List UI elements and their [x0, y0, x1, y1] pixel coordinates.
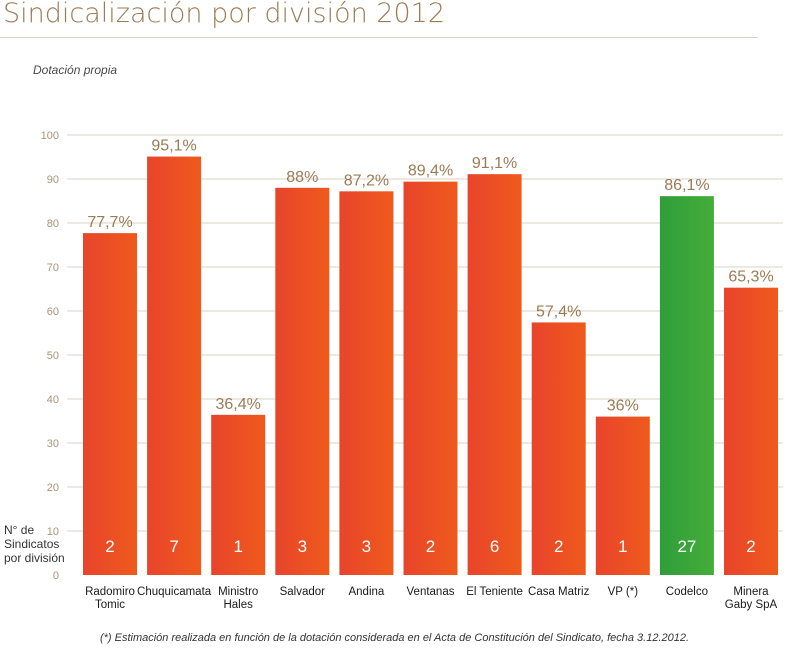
y-tick-label: 30 — [47, 438, 59, 450]
bar — [467, 174, 522, 575]
y-tick-label: 100 — [41, 130, 59, 142]
bar — [339, 191, 394, 575]
y-tick-label: 70 — [47, 262, 59, 274]
title-divider — [0, 37, 758, 38]
sindicatos-row-label: N° de Sindicatos por división — [4, 523, 65, 565]
value-label: 88% — [286, 169, 318, 186]
y-tick-label: 20 — [47, 482, 59, 494]
bar — [659, 196, 714, 575]
y-tick-label: 0 — [53, 570, 59, 582]
category-label: Casa Matriz — [528, 586, 590, 598]
category-label: Ministro — [218, 586, 258, 598]
category-label: Chuquicamata — [137, 586, 212, 598]
sindicatos-count: 7 — [169, 537, 178, 556]
y-tick-label: 80 — [47, 218, 59, 230]
category-label: El Teniente — [466, 586, 523, 598]
value-label: 77,7% — [87, 214, 132, 231]
sindicatos-count: 2 — [426, 537, 435, 556]
category-label: Salvador — [280, 586, 326, 598]
bar — [724, 287, 778, 575]
bar — [211, 414, 266, 575]
y-axis-label: Dotación propia — [33, 63, 118, 77]
bar — [595, 416, 650, 575]
count-label-line-3: por división — [4, 551, 65, 565]
category-label: Andina — [348, 586, 384, 598]
sindicatos-count: 6 — [490, 537, 499, 556]
y-tick-label: 50 — [47, 350, 59, 362]
category-label: Gaby SpA — [725, 599, 778, 611]
bar — [83, 233, 137, 575]
value-label: 91,1% — [472, 155, 517, 172]
bar — [147, 156, 202, 575]
y-axis-ticks: 0 10 20 30 40 50 60 70 80 90 100 — [41, 130, 59, 582]
sindicatos-count: 1 — [233, 537, 242, 556]
value-label: 36,4% — [216, 396, 261, 413]
value-label: 65,3% — [728, 269, 773, 286]
bars: 77,7% 2 95,1% 7 36,4% 1 88% 3 87,2% 3 89,4% 2 91,1% 6… — [83, 138, 778, 576]
value-label: 89,4% — [408, 163, 453, 180]
category-label: VP (*) — [608, 586, 639, 598]
bar — [531, 322, 586, 575]
sindicatos-count: 1 — [618, 537, 627, 556]
category-label: Hales — [223, 599, 253, 611]
value-label: 87,2% — [344, 172, 389, 189]
count-label-line-1: N° de — [4, 523, 34, 537]
sindicatos-count: 27 — [677, 537, 696, 556]
y-tick-label: 10 — [47, 526, 59, 538]
bar-chart: 0 10 20 30 40 50 60 70 80 90 100 77,7% 2 95,1% 7 36,4%… — [4, 130, 783, 611]
sindicatos-count: 2 — [554, 537, 563, 556]
footnote: (*) Estimación realizada en función de l… — [99, 632, 690, 644]
category-label: Minera — [733, 586, 769, 598]
category-label: Tomic — [95, 599, 125, 611]
value-label: 86,1% — [664, 177, 709, 194]
sindicatos-count: 3 — [298, 537, 307, 556]
category-label: Ventanas — [407, 586, 455, 598]
bar — [275, 187, 330, 576]
sindicatos-count: 3 — [362, 537, 371, 556]
y-tick-label: 40 — [47, 394, 59, 406]
sindicatos-count: 2 — [746, 537, 755, 556]
count-label-line-2: Sindicatos — [4, 537, 59, 551]
chart-title: Sindicalización por división 2012 — [3, 0, 446, 29]
bar — [403, 181, 458, 575]
category-label: Radomiro — [85, 586, 135, 598]
y-tick-label: 60 — [47, 306, 59, 318]
value-label: 95,1% — [151, 138, 196, 155]
y-tick-label: 90 — [47, 174, 59, 186]
value-label: 57,4% — [536, 303, 581, 320]
sindicatos-count: 2 — [105, 537, 114, 556]
category-label: Codelco — [666, 586, 708, 598]
value-label: 36% — [607, 398, 639, 415]
